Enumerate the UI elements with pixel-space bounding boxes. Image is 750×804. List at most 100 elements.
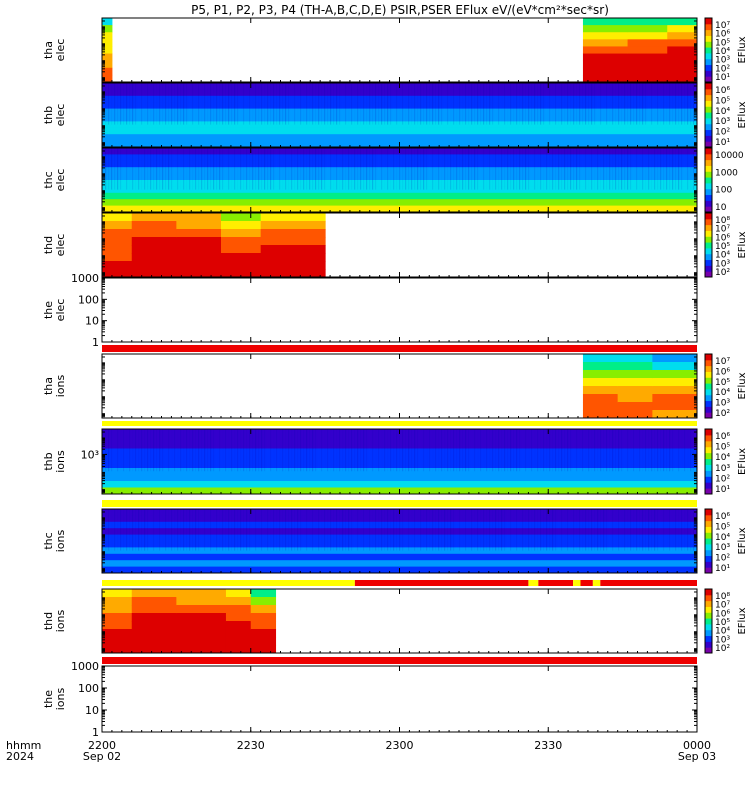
spectrogram-texture	[279, 148, 281, 190]
spectrogram-texture	[441, 429, 443, 472]
spectrogram-texture	[486, 148, 487, 190]
spectrogram-texture	[567, 83, 569, 125]
colorbar-swatch	[705, 206, 712, 213]
spectrogram-texture	[471, 83, 473, 125]
spectrogram-texture	[228, 429, 229, 471]
spectrogram-texture	[519, 429, 521, 472]
spectrogram-texture	[624, 509, 626, 551]
spectrogram-texture	[378, 148, 379, 190]
spectrogram-texture	[441, 509, 443, 551]
spectrogram-texture	[141, 429, 143, 472]
spectrogram-cell	[617, 402, 653, 411]
spectrogram-cell	[102, 134, 698, 142]
spectrogram-texture	[627, 509, 628, 551]
spectrogram-texture	[270, 148, 272, 190]
spectrogram-texture	[435, 429, 437, 472]
spectrogram-texture	[636, 429, 637, 471]
spectrogram-texture	[525, 83, 527, 125]
spectrogram-texture	[651, 148, 652, 190]
spectrogram-cell	[221, 237, 262, 246]
colorbar-swatch	[705, 555, 712, 562]
spectrogram-texture	[189, 83, 190, 125]
spectrogram-texture	[672, 83, 674, 125]
spectrogram-texture	[483, 83, 485, 125]
spectrogram-texture	[504, 429, 506, 472]
colorbar-tick-label: 10⁶	[715, 609, 730, 619]
spectrogram-texture	[621, 429, 623, 472]
spectrogram-texture	[513, 148, 515, 190]
spectrogram-texture	[591, 429, 592, 471]
spectrogram-texture	[507, 148, 509, 190]
spectrogram-texture	[501, 83, 502, 125]
colorbar-label: EFlux	[737, 607, 748, 634]
spectrogram-texture	[381, 83, 383, 125]
spectrogram-texture	[621, 83, 623, 125]
colorbar-swatch	[705, 177, 712, 184]
y-axis-label-probe: thb	[42, 106, 55, 124]
colorbar-swatch	[705, 458, 712, 465]
spectrogram-texture	[135, 148, 136, 190]
spectrogram-texture	[645, 429, 647, 472]
spectrogram-texture	[555, 148, 557, 190]
spectrogram-cell	[221, 245, 262, 254]
spectrogram-texture	[303, 83, 304, 125]
spectrogram-texture	[459, 148, 461, 190]
spectrogram-texture	[447, 83, 449, 125]
spectrogram-texture	[438, 509, 440, 551]
spectrogram-cell	[221, 213, 262, 222]
spectrogram-texture	[306, 148, 308, 190]
spectrogram-texture	[222, 148, 224, 190]
spectrogram-texture	[591, 83, 593, 125]
spectrogram-texture	[525, 148, 527, 190]
spectrogram-texture	[129, 509, 131, 551]
spectrogram-texture	[510, 509, 512, 551]
spectrogram-cell	[102, 541, 698, 548]
spectrogram-cell	[582, 394, 619, 403]
spectrogram-texture	[429, 83, 431, 125]
spectrogram-texture	[309, 509, 310, 551]
spectrogram-texture	[516, 83, 518, 125]
spectrogram-texture	[456, 509, 457, 551]
colorbar-swatch	[705, 446, 712, 454]
colorbar-swatch	[705, 618, 712, 625]
y-axis-label: thdions	[42, 609, 67, 632]
spectrogram-texture	[603, 148, 605, 190]
spectrogram-texture	[111, 509, 112, 551]
spectrogram-cell	[176, 269, 222, 278]
spectrogram-texture	[108, 509, 110, 551]
spectrogram-texture	[312, 148, 314, 190]
spectrogram-texture	[651, 509, 653, 551]
spectrogram-cell	[176, 229, 222, 238]
spectrogram-texture	[657, 429, 659, 472]
colorbar-swatch	[705, 383, 712, 390]
spectrogram-texture	[600, 429, 602, 472]
y-axis-label-species: ions	[54, 609, 67, 632]
spectrogram-texture	[399, 429, 401, 472]
spectrogram-texture	[633, 509, 635, 551]
spectrogram-texture	[642, 83, 644, 125]
colorbar-swatch	[705, 259, 712, 266]
colorbar-swatch	[705, 171, 712, 178]
spectrogram-texture	[669, 148, 671, 190]
colorbar-swatch	[705, 589, 712, 596]
spectrogram-cell	[582, 32, 629, 40]
spectrogram-cell	[102, 108, 698, 116]
spectrogram-texture	[276, 83, 278, 125]
spectrogram-texture	[528, 148, 530, 190]
spectrogram-texture	[396, 83, 398, 125]
spectrogram-texture	[117, 429, 119, 472]
spectrogram-texture	[225, 83, 227, 125]
spectrogram-texture	[675, 83, 677, 125]
colorbar-tick-label: 10³	[715, 399, 730, 409]
y-tick-label: 1000	[71, 660, 99, 673]
spectrogram-cell	[102, 455, 698, 462]
spectrogram-texture	[531, 509, 533, 551]
spectrogram-texture	[351, 83, 353, 125]
spectrogram-texture	[480, 429, 482, 472]
spectrogram-texture	[669, 509, 671, 551]
spectrogram-texture	[237, 148, 238, 190]
colorbar-swatch	[705, 194, 712, 201]
spectrogram-texture	[564, 429, 566, 472]
